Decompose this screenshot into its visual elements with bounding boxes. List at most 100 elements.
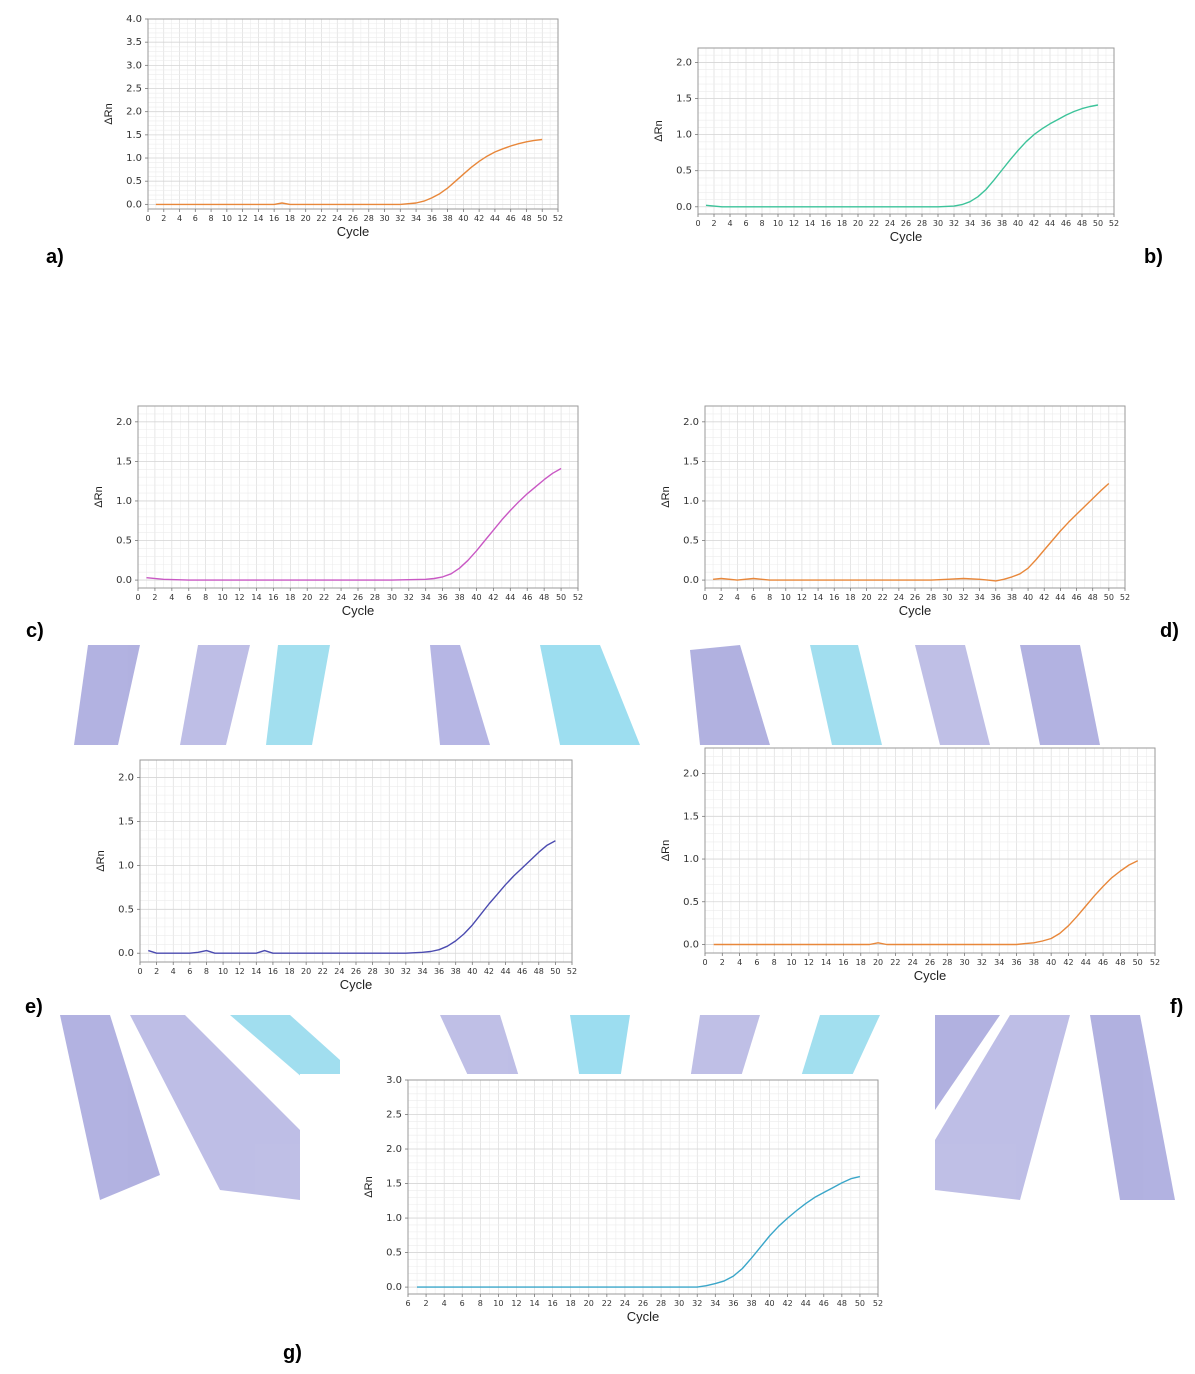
panel-e: 0 2 4 6 8 10 12 14 16 18 20 22 24 26 28 30 32 34 36 38 40 42 4…: [78, 752, 578, 1008]
y-tick-label: 0.5: [676, 166, 692, 177]
x-tick-label: 32: [958, 593, 968, 602]
chart-d: 0 2 4 6 8 10 12 14 16 18 20 22 24 26 28 30 32 34 36 38 40 42 4…: [660, 405, 1130, 618]
x-tick-label: 46: [819, 1299, 829, 1308]
y-tick-label: 0.5: [126, 176, 142, 187]
watermark-stripe: [130, 1015, 300, 1200]
watermark-stripe: [690, 1015, 760, 1080]
x-tick-label: 50: [556, 593, 566, 602]
panel-g: 6 2 4 6 8 10 12 14 16 18 20 22 24 26 28 30 32 34 36 38 40 42 4…: [300, 1074, 900, 1338]
y-tick-label: 0.0: [116, 575, 132, 586]
x-tick-label: 50: [537, 214, 547, 223]
watermark-stripe: [60, 1015, 160, 1200]
watermark-stripe: [800, 1015, 880, 1080]
x-tick-label: 8: [478, 1299, 483, 1308]
x-tick-label: 28: [917, 219, 927, 228]
x-tick-label: 8: [204, 967, 209, 976]
x-tick-label: 28: [368, 967, 378, 976]
x-tick-label: 12: [511, 1299, 521, 1308]
y-axis-title: ΔRn: [103, 103, 115, 124]
watermark-stripe: [180, 645, 250, 745]
x-tick-label: 46: [517, 967, 527, 976]
x-tick-label: 30: [942, 593, 952, 602]
y-tick-label: 1.5: [118, 816, 134, 827]
x-tick-label: 2: [152, 593, 157, 602]
x-tick-label: 6: [193, 214, 198, 223]
watermark-stripe: [540, 645, 640, 745]
x-tick-label: 0: [702, 958, 707, 967]
x-tick-label: 30: [674, 1299, 684, 1308]
x-tick-label: 0: [695, 219, 700, 228]
y-tick-label: 2.0: [683, 769, 699, 780]
watermark-stripe: [810, 645, 882, 745]
x-tick-label: 20: [301, 214, 311, 223]
x-tick-label: 38: [746, 1299, 756, 1308]
y-tick-label: 2.5: [126, 84, 142, 95]
x-tick-label: 20: [861, 593, 871, 602]
x-tick-label: 22: [878, 593, 888, 602]
y-tick-label: 0.5: [386, 1248, 402, 1259]
x-axis-title: Cycle: [899, 603, 932, 618]
x-tick-label: 34: [965, 219, 975, 228]
x-tick-label: 36: [438, 593, 448, 602]
x-tick-label: 4: [735, 593, 740, 602]
panel-label-g: g): [283, 1342, 302, 1364]
x-tick-label: 26: [353, 593, 363, 602]
x-tick-label: 24: [620, 1299, 630, 1308]
x-tick-label: 6: [751, 593, 756, 602]
chart-g: 6 2 4 6 8 10 12 14 16 18 20 22 24 26 28 30 32 34 36 38 40 42 4…: [363, 1075, 883, 1324]
y-tick-label: 4.0: [126, 14, 142, 25]
chart-b: 0 2 4 6 8 10 12 14 16 18 20 22 24 26 28 30 32 34 36 38 40 42 4…: [653, 47, 1119, 244]
x-tick-label: 32: [404, 593, 414, 602]
x-tick-label: 24: [336, 593, 346, 602]
y-tick-label: 2.0: [116, 417, 132, 428]
x-tick-label: 18: [845, 593, 855, 602]
x-tick-label: 30: [960, 958, 970, 967]
x-tick-label: 18: [285, 214, 295, 223]
x-tick-label: 16: [838, 958, 848, 967]
x-tick-label: 22: [318, 967, 328, 976]
y-tick-label: 3.0: [126, 60, 142, 71]
x-tick-label: 4: [171, 967, 176, 976]
x-tick-label: 2: [720, 958, 725, 967]
x-tick-label: 18: [284, 967, 294, 976]
x-axis-title: Cycle: [342, 603, 375, 618]
x-tick-label: 52: [1109, 219, 1119, 228]
x-tick-label: 36: [991, 593, 1001, 602]
chart-c: 0 2 4 6 8 10 12 14 16 18 20 22 24 26 28 30 32 34 36 38 40 42 4…: [93, 405, 583, 618]
x-tick-label: 14: [529, 1299, 539, 1308]
x-tick-label: 34: [994, 958, 1004, 967]
x-tick-label: 44: [1055, 593, 1065, 602]
x-tick-label: 46: [1098, 958, 1108, 967]
x-tick-label: 0: [137, 967, 142, 976]
chart-f: 0 2 4 6 8 10 12 14 16 18 20 22 24 26 28 30 32 34 36 38 40 42 4…: [660, 747, 1160, 983]
x-tick-label: 28: [370, 593, 380, 602]
x-tick-label: 44: [490, 214, 500, 223]
y-tick-label: 1.0: [683, 496, 699, 507]
x-tick-label: 6: [405, 1299, 410, 1308]
x-tick-label: 8: [772, 958, 777, 967]
y-tick-label: 1.5: [683, 811, 699, 822]
x-tick-label: 34: [975, 593, 985, 602]
x-tick-label: 4: [727, 219, 732, 228]
series-line: [148, 840, 556, 954]
y-tick-label: 3.0: [386, 1075, 402, 1086]
watermark-stripe: [1020, 645, 1100, 745]
watermark-stripe: [1090, 1015, 1175, 1200]
x-tick-label: 40: [1023, 593, 1033, 602]
x-tick-label: 48: [1088, 593, 1098, 602]
y-axis-title: ΔRn: [95, 850, 107, 871]
x-tick-label: 24: [908, 958, 918, 967]
x-tick-label: 44: [801, 1299, 811, 1308]
x-tick-label: 22: [316, 214, 326, 223]
x-axis-title: Cycle: [890, 229, 923, 244]
x-tick-label: 50: [1133, 958, 1143, 967]
x-tick-label: 46: [1071, 593, 1081, 602]
x-axis-title: Cycle: [340, 977, 373, 992]
x-tick-label: 6: [187, 967, 192, 976]
x-tick-label: 34: [710, 1299, 720, 1308]
x-tick-label: 52: [873, 1299, 883, 1308]
x-tick-label: 12: [234, 593, 244, 602]
x-tick-label: 2: [161, 214, 166, 223]
panel-label-c: c): [26, 620, 44, 642]
x-tick-label: 48: [1077, 219, 1087, 228]
